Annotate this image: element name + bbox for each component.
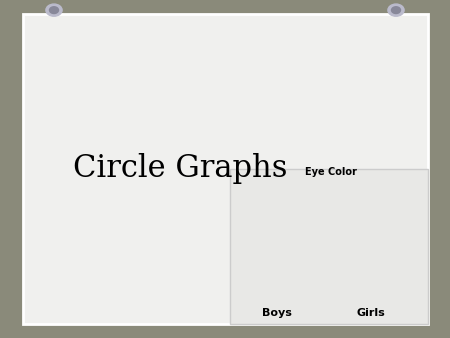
Wedge shape [337, 247, 371, 272]
Text: Boys: Boys [262, 308, 292, 318]
Wedge shape [284, 55, 342, 129]
Wedge shape [346, 247, 371, 281]
Text: 3: 3 [49, 258, 58, 270]
Text: 1: 1 [125, 187, 134, 200]
Text: Circle Graphs: Circle Graphs [73, 153, 287, 185]
Wedge shape [371, 247, 407, 265]
Wedge shape [76, 64, 116, 93]
Wedge shape [277, 247, 309, 275]
Wedge shape [40, 81, 76, 110]
Wedge shape [50, 81, 76, 120]
Wedge shape [277, 247, 313, 263]
Text: 4: 4 [125, 197, 134, 210]
Wedge shape [277, 233, 313, 248]
Text: Eye Color: Eye Color [305, 167, 357, 177]
Text: Girls: Girls [357, 308, 386, 318]
Wedge shape [241, 216, 284, 283]
Wedge shape [298, 35, 371, 93]
Wedge shape [342, 43, 400, 108]
Wedge shape [346, 96, 401, 150]
Wedge shape [297, 93, 362, 150]
Wedge shape [37, 42, 76, 98]
Wedge shape [335, 243, 371, 259]
Wedge shape [76, 44, 112, 81]
Wedge shape [359, 247, 374, 283]
Wedge shape [335, 211, 402, 247]
Wedge shape [108, 189, 166, 247]
Wedge shape [371, 229, 407, 250]
Wedge shape [277, 211, 295, 247]
Wedge shape [259, 211, 280, 247]
Wedge shape [50, 189, 166, 304]
Wedge shape [277, 247, 298, 282]
Text: 4: 4 [49, 270, 58, 284]
Wedge shape [76, 42, 91, 81]
Wedge shape [76, 81, 114, 118]
Wedge shape [72, 81, 91, 121]
Wedge shape [277, 216, 310, 247]
Wedge shape [371, 247, 402, 283]
